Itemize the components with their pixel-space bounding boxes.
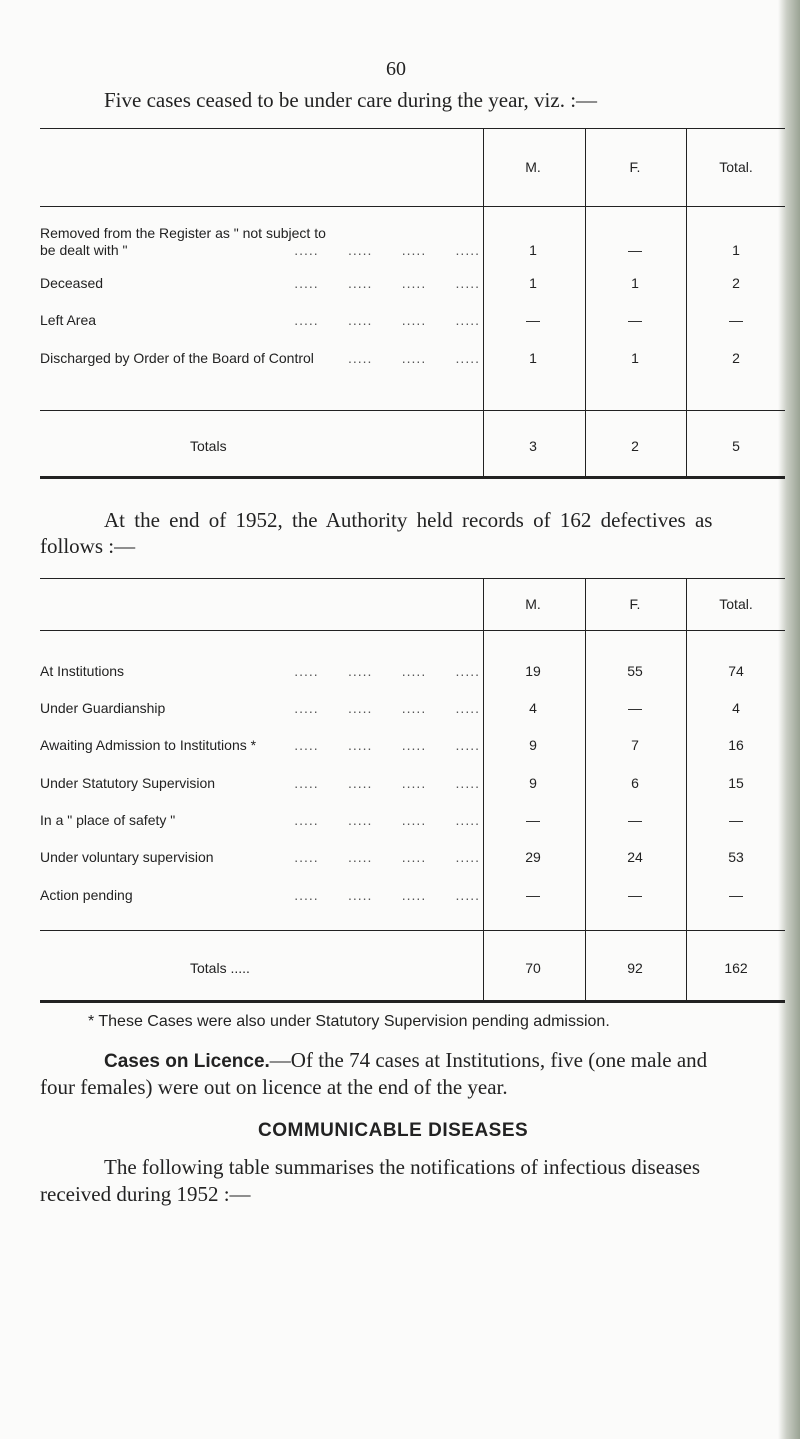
cell-f: 24: [627, 849, 643, 865]
cell-f: 1: [631, 350, 639, 366]
totals-label: Totals: [190, 438, 227, 454]
leader-dots: ..... ..... ..... .....: [294, 663, 480, 679]
cell-m: —: [526, 887, 540, 903]
cell-m: 1: [529, 275, 537, 291]
cell-total: 4: [732, 700, 740, 716]
intro-text: Five cases ceased to be under care durin…: [104, 88, 598, 112]
cell-total: —: [729, 887, 743, 903]
records-table: M. F. Total. ..... ..... ..... ..... At Inst…: [40, 578, 785, 1004]
cell-total: —: [729, 812, 743, 828]
header-rule: [40, 206, 785, 207]
leader-dots: ..... ..... ..... .....: [294, 812, 480, 828]
totals-total: 5: [732, 438, 740, 454]
cell-m: 1: [529, 242, 537, 258]
cell-f: 6: [631, 775, 639, 791]
records-paragraph: At the end of 1952, the Authority held r…: [104, 508, 713, 532]
table-top-rule: [40, 578, 785, 579]
row-label: Removed from the Register as " not subje…: [40, 225, 470, 241]
section-heading: COMMUNICABLE DISEASES: [258, 1120, 529, 1141]
leader-dots: ..... ..... ..... .....: [294, 849, 480, 865]
table-bottom-rule: [40, 476, 785, 479]
cell-m: 19: [525, 663, 541, 679]
cell-f: —: [628, 312, 642, 328]
column-rule: [686, 128, 687, 476]
row-label: Left Area: [40, 312, 105, 328]
row-label: At Institutions: [40, 663, 133, 679]
leader-dots: ..... ..... ..... .....: [294, 737, 480, 753]
table-top-rule: [40, 128, 785, 129]
column-rule: [483, 578, 484, 1000]
row-label: Action pending: [40, 887, 141, 903]
cell-f: —: [628, 812, 642, 828]
row-label: Deceased: [40, 275, 112, 291]
leader-dots: ..... ..... ..... .....: [294, 312, 480, 328]
diseases-paragraph: The following table summarises the notif…: [104, 1155, 701, 1179]
totals-f: 92: [627, 960, 643, 976]
cell-total: 16: [728, 737, 744, 753]
totals-label: Totals .....: [190, 960, 250, 976]
column-rule: [686, 578, 687, 1000]
leader-dots: ..... ..... ..... .....: [294, 775, 480, 791]
column-rule: [585, 128, 586, 476]
cell-m: —: [526, 812, 540, 828]
totals-m: 3: [529, 438, 537, 454]
table-bottom-rule: [40, 1000, 785, 1003]
row-label: Under Statutory Supervision: [40, 775, 224, 791]
cell-m: —: [526, 312, 540, 328]
cell-m: 4: [529, 700, 537, 716]
row-label: In a " place of safety ": [40, 812, 184, 828]
cell-f: 7: [631, 737, 639, 753]
totals-m: 70: [525, 960, 541, 976]
cell-m: 29: [525, 849, 541, 865]
column-rule: [483, 128, 484, 476]
licence-text: —Of the 74 cases at Institutions, five (…: [269, 1048, 708, 1072]
footnote: * These Cases were also under Statutory …: [88, 1013, 610, 1030]
cell-f: 55: [627, 663, 643, 679]
leader-dots: ..... ..... ..... .....: [294, 275, 480, 291]
cell-total: 53: [728, 849, 744, 865]
totals-f: 2: [631, 438, 639, 454]
page-number: 60: [386, 58, 406, 80]
column-header: M.: [525, 596, 541, 612]
column-header: Total.: [719, 596, 753, 612]
cell-f: —: [628, 700, 642, 716]
column-header: Total.: [719, 159, 753, 175]
row-label-cont: be dealt with ": [40, 242, 136, 258]
cell-total: 74: [728, 663, 744, 679]
column-header: F.: [629, 596, 641, 612]
cell-total: 1: [732, 242, 740, 258]
cell-f: 1: [631, 275, 639, 291]
leader-dots: ..... ..... ..... .....: [294, 700, 480, 716]
row-label: Awaiting Admission to Institutions *: [40, 737, 265, 753]
scan-edge-shadow: [778, 0, 800, 1439]
header-rule: [40, 630, 785, 631]
cell-total: —: [729, 312, 743, 328]
cell-f: —: [628, 887, 642, 903]
cases-ceased-table: M. F. Total...... ..... ..... ..... Removed…: [40, 128, 785, 480]
row-label: Under Guardianship: [40, 700, 174, 716]
row-label: Discharged by Order of the Board of Cont…: [40, 350, 322, 366]
totals-rule: [40, 930, 785, 931]
totals-rule: [40, 410, 785, 411]
licence-heading: Cases on Licence.: [104, 1051, 270, 1072]
totals-total: 162: [724, 960, 748, 976]
cell-m: 1: [529, 350, 537, 366]
cell-m: 9: [529, 737, 537, 753]
column-rule: [585, 578, 586, 1000]
column-header: M.: [525, 159, 541, 175]
licence-text-cont: four females) were out on licence at the…: [40, 1075, 508, 1099]
cell-total: 2: [732, 350, 740, 366]
cell-f: —: [628, 242, 642, 258]
records-paragraph-cont: follows :—: [40, 534, 136, 558]
cell-total: 2: [732, 275, 740, 291]
row-label: Under voluntary supervision: [40, 849, 222, 865]
diseases-paragraph-cont: received during 1952 :—: [40, 1182, 251, 1206]
cell-m: 9: [529, 775, 537, 791]
leader-dots: ..... ..... ..... .....: [294, 887, 480, 903]
leader-dots: ..... ..... ..... .....: [294, 350, 480, 366]
cell-total: 15: [728, 775, 744, 791]
leader-dots: ..... ..... ..... .....: [294, 242, 480, 258]
column-header: F.: [629, 159, 641, 175]
